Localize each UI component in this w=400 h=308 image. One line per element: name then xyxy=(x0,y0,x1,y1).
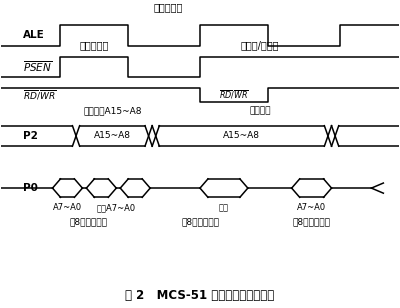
Text: A15~A8: A15~A8 xyxy=(223,132,260,140)
Text: 低8位数据地址: 低8位数据地址 xyxy=(293,218,331,227)
Text: $\overline{RD}/\overline{WR}$: $\overline{RD}/\overline{WR}$ xyxy=(23,88,56,102)
Text: 数据地址: 数据地址 xyxy=(249,107,270,116)
Text: $\overline{RD}/\overline{WR}$: $\overline{RD}/\overline{WR}$ xyxy=(219,88,249,101)
Text: 外部读/写允许: 外部读/写允许 xyxy=(240,40,279,50)
Text: A7~A0: A7~A0 xyxy=(53,203,82,212)
Text: 数据: 数据 xyxy=(219,203,229,212)
Text: 指令A7~A0: 指令A7~A0 xyxy=(97,203,136,212)
Text: 指令地址A15~A8: 指令地址A15~A8 xyxy=(83,107,142,116)
Text: 图 2   MCS-51 系列单片机的时序图: 图 2 MCS-51 系列单片机的时序图 xyxy=(125,289,275,302)
Text: 低8位数据地址: 低8位数据地址 xyxy=(181,218,219,227)
Text: A7~A0: A7~A0 xyxy=(297,203,326,212)
Text: 指令读允许: 指令读允许 xyxy=(80,40,109,50)
Text: 低8位指令地址: 低8位指令地址 xyxy=(69,218,107,227)
Text: ALE: ALE xyxy=(23,30,44,40)
Text: P2: P2 xyxy=(23,131,38,141)
Text: A15~A8: A15~A8 xyxy=(94,132,131,140)
Text: P0: P0 xyxy=(23,183,38,193)
Text: $\overline{PSEN}$: $\overline{PSEN}$ xyxy=(23,60,52,75)
Text: 地址锁存沿: 地址锁存沿 xyxy=(154,2,183,12)
